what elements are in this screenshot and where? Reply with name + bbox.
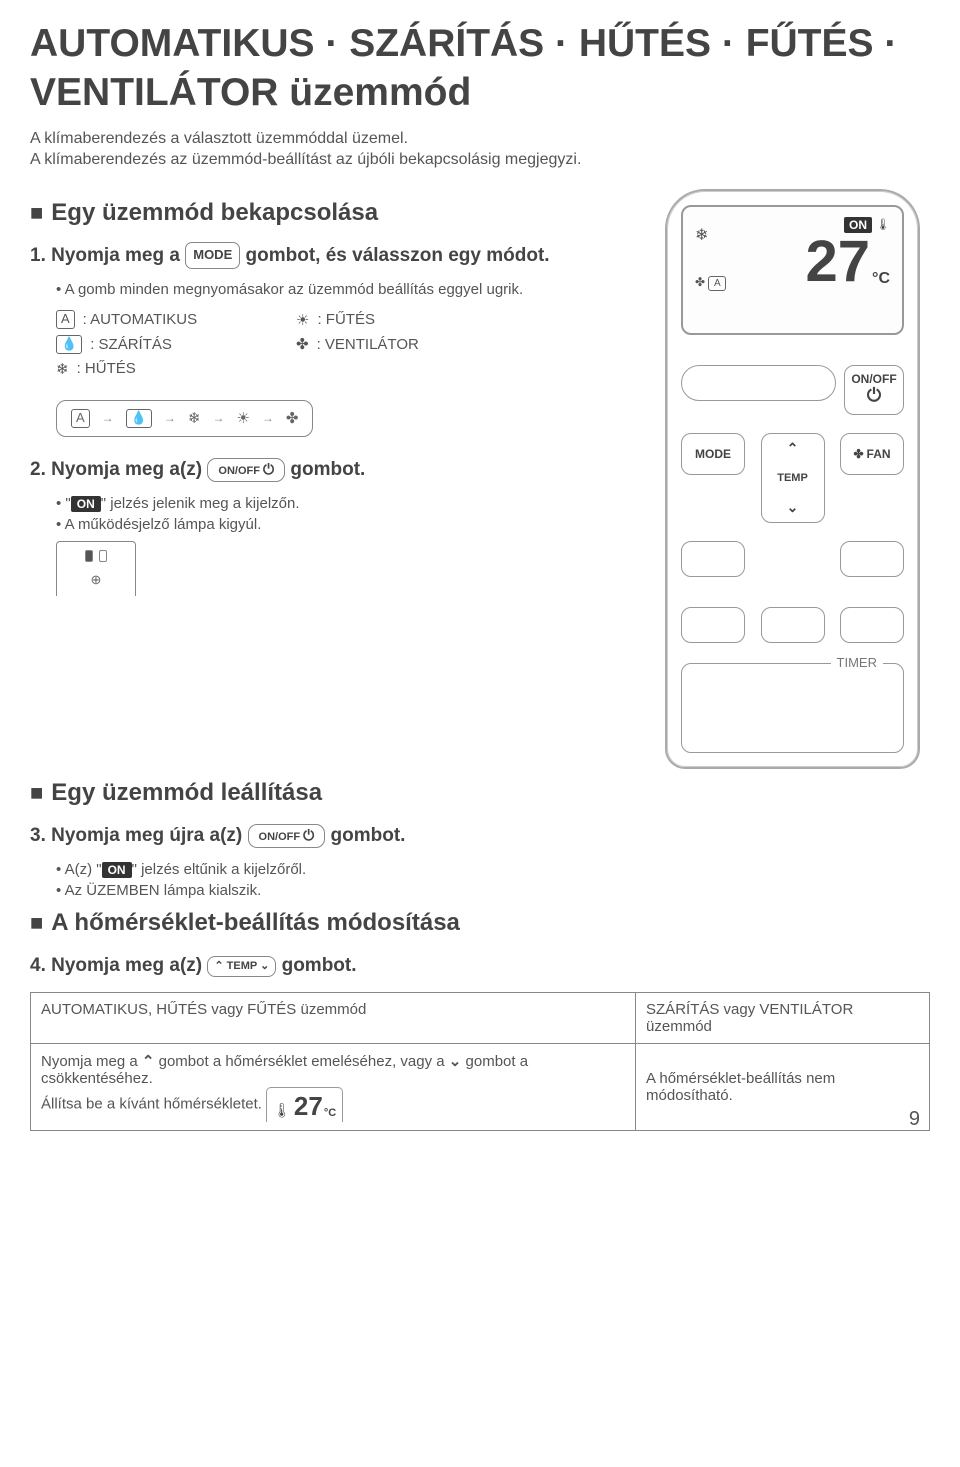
step-2: 2. Nyomja meg a(z) ON/OFF ⏻ gombot.: [30, 455, 645, 485]
step-1-post: gombot, és válasszon egy módot.: [246, 245, 550, 266]
step-3-post: gombot.: [331, 825, 406, 846]
remote-onoff-button[interactable]: ON/OFF ⏻: [844, 365, 904, 415]
mode-fan: ✤ : VENTILÁTOR: [296, 335, 496, 354]
page-title: AUTOMATIKUS · SZÁRÍTÁS · HŰTÉS · FŰTÉS ·…: [30, 20, 930, 118]
table-col1-body: Nyomja meg a ⌃ gombot a hőmérséklet emel…: [31, 1043, 636, 1130]
step-1-pre: 1. Nyomja meg a: [30, 245, 180, 266]
drop-icon: 💧: [56, 335, 82, 354]
section-turn-off: Egy üzemmód leállítása: [30, 779, 930, 807]
remote-screen: ❄ ✤ A ON 🌡 27 °C: [681, 205, 904, 335]
thermometer-icon: 🌡: [876, 218, 890, 231]
indicator-diagram: ⊕: [56, 541, 136, 596]
intro-line-2: A klímaberendezés az üzemmód-beállítást …: [30, 151, 581, 168]
fan-icon: ✤: [853, 447, 863, 461]
intro-line-1: A klímaberendezés a választott üzemmódda…: [30, 130, 408, 147]
step-2-post: gombot.: [290, 459, 365, 480]
remote-blank-button-4[interactable]: [761, 607, 825, 643]
step-3-sub-1: A(z) "ON" jelzés eltűnik a kijelzőről.: [56, 861, 930, 878]
table-temp-display: 🌡 27 °C: [266, 1087, 343, 1122]
signal-icon: ⊕: [91, 572, 102, 588]
cycle-snowflake-icon: ❄: [188, 409, 201, 427]
screen-fan-auto-icon: ✤ A: [695, 275, 726, 291]
chevron-down-icon: ⌄: [787, 499, 799, 516]
mode-heat: ☀ : FŰTÉS: [296, 310, 496, 329]
chevron-up-icon: ⌃: [214, 960, 223, 972]
step-2-sub-1: "ON" jelzés jelenik meg a kijelzőn.: [56, 495, 645, 512]
cycle-fan-icon: ✤: [286, 409, 299, 427]
screen-temperature: 27 °C: [806, 233, 890, 291]
step-4-pre: 4. Nyomja meg a(z): [30, 955, 202, 976]
step-4-post: gombot.: [282, 955, 357, 976]
remote-temp-button[interactable]: ⌃ TEMP ⌄: [761, 433, 825, 523]
remote-timer-group: TIMER: [681, 663, 904, 753]
arrow-icon: →: [164, 411, 176, 425]
power-icon: ⏻: [263, 461, 274, 477]
table-col2-header: SZÁRÍTÁS vagy VENTILÁTOR üzemmód: [636, 992, 930, 1043]
section-turn-on: Egy üzemmód bekapcsolása: [30, 199, 645, 227]
fan-icon: ✤: [296, 335, 309, 353]
onoff-button-inline-2: ON/OFF ⏻: [248, 824, 326, 848]
cycle-auto-icon: A: [71, 409, 90, 428]
mode-dry: 💧 : SZÁRÍTÁS: [56, 335, 256, 354]
on-badge-2: ON: [102, 862, 132, 878]
on-badge: ON: [71, 496, 101, 512]
arrow-icon: →: [102, 411, 114, 425]
step-2-pre: 2. Nyomja meg a(z): [30, 459, 202, 480]
temperature-table: AUTOMATIKUS, HŰTÉS vagy FŰTÉS üzemmód SZ…: [30, 992, 930, 1131]
cycle-drop-icon: 💧: [126, 409, 152, 428]
power-icon: ⏻: [303, 827, 314, 843]
cycle-sun-icon: ☀: [236, 409, 249, 427]
remote-blank-button-3[interactable]: [681, 607, 745, 643]
arrow-icon: →: [262, 411, 274, 425]
mode-button-inline: MODE: [185, 242, 240, 269]
step-3: 3. Nyomja meg újra a(z) ON/OFF ⏻ gombot.: [30, 821, 930, 851]
remote-mode-button[interactable]: MODE: [681, 433, 745, 475]
step-3-sub-2: Az ÜZEMBEN lámpa kialszik.: [56, 882, 930, 899]
step-1: 1. Nyomja meg a MODE gombot, és válasszo…: [30, 241, 645, 271]
chevron-up-icon: ⌃: [787, 440, 799, 457]
remote-blank-wide-button[interactable]: [681, 365, 836, 401]
screen-snowflake-icon: ❄: [695, 225, 726, 245]
intro-text: A klímaberendezés a választott üzemmódda…: [30, 128, 930, 171]
indicator-lamp-on: [85, 550, 93, 562]
indicator-lamp-off: [99, 550, 107, 562]
mode-auto: A : AUTOMATIKUS: [56, 310, 256, 329]
thermometer-icon: 🌡: [273, 1102, 291, 1119]
sun-icon: ☀: [296, 311, 309, 329]
temp-button-inline: ⌃ TEMP ⌄: [207, 956, 276, 977]
mode-cycle-diagram: A → 💧 → ❄ → ☀ → ✤: [56, 400, 313, 437]
mode-cool: ❄ : HŰTÉS: [56, 360, 256, 378]
remote-control: ❄ ✤ A ON 🌡 27 °C ON/OFF: [665, 189, 920, 769]
chevron-down-icon: ⌄: [449, 1053, 462, 1070]
remote-blank-button-2[interactable]: [840, 541, 904, 577]
step-2-sub-2: A működésjelző lámpa kigyúl.: [56, 516, 645, 533]
table-col1-header: AUTOMATIKUS, HŰTÉS vagy FŰTÉS üzemmód: [31, 992, 636, 1043]
arrow-icon: →: [212, 411, 224, 425]
remote-blank-button-1[interactable]: [681, 541, 745, 577]
timer-label: TIMER: [831, 655, 883, 670]
auto-icon: A: [56, 310, 75, 329]
power-icon: ⏻: [867, 386, 881, 406]
section-temp-change: A hőmérséklet-beállítás módosítása: [30, 909, 930, 937]
step-3-pre: 3. Nyomja meg újra a(z): [30, 825, 242, 846]
step-1-sub: A gomb minden megnyomásakor az üzemmód b…: [56, 281, 645, 298]
remote-blank-button-5[interactable]: [840, 607, 904, 643]
chevron-down-icon: ⌄: [260, 960, 269, 972]
table-col2-body: A hőmérséklet-beállítás nem módosítható.: [636, 1043, 930, 1130]
mode-list: A : AUTOMATIKUS ☀ : FŰTÉS 💧 : SZÁRÍTÁS ✤…: [56, 310, 645, 378]
onoff-button-inline: ON/OFF ⏻: [207, 458, 285, 482]
snowflake-icon: ❄: [56, 360, 69, 378]
remote-fan-button[interactable]: ✤ FAN: [840, 433, 904, 475]
page-number: 9: [909, 1108, 920, 1131]
step-4: 4. Nyomja meg a(z) ⌃ TEMP ⌄ gombot.: [30, 951, 930, 981]
chevron-up-icon: ⌃: [142, 1053, 155, 1070]
